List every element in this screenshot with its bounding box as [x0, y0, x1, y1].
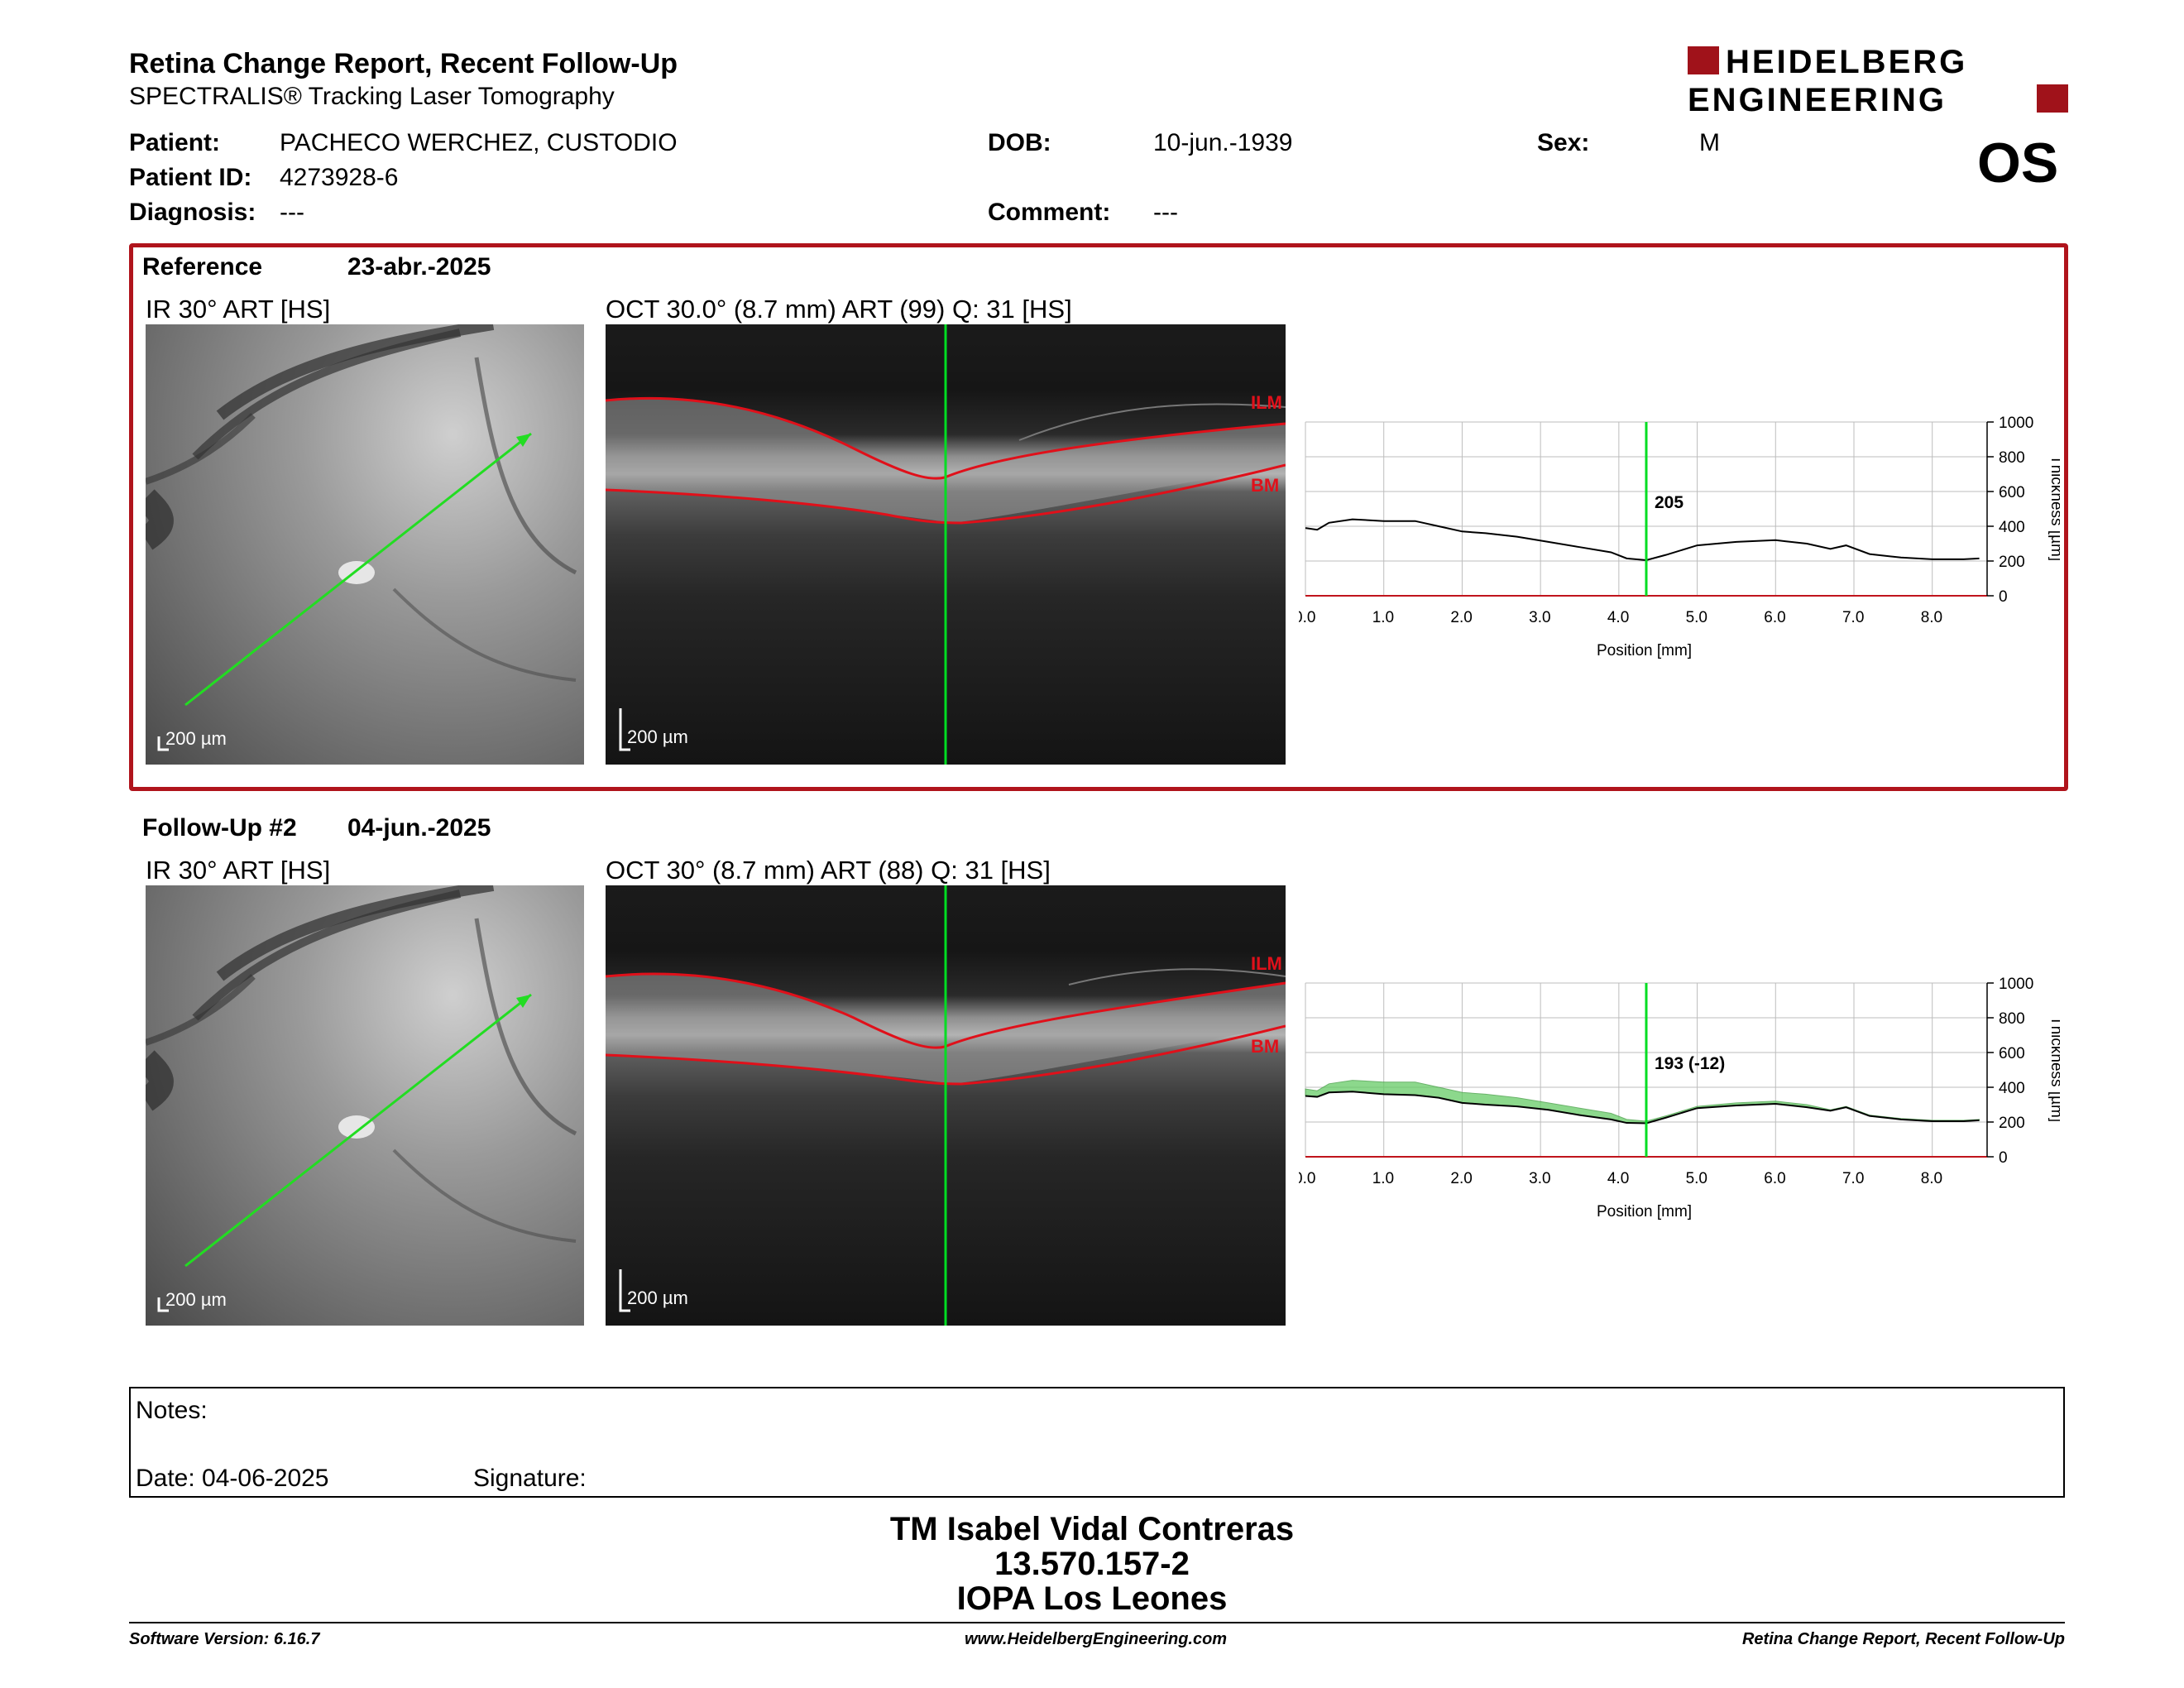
- reference-ir-label: IR 30° ART [HS]: [146, 295, 331, 324]
- x-tick-label: 8.0: [1921, 1170, 1942, 1187]
- y-tick-label: 0: [1999, 1149, 2008, 1167]
- followup-thickness-chart: 0 200 400 600 800 1000 0.0 1.0 2.0 3.0 4.0 5.0 6.0 7.…: [1294, 966, 2065, 1240]
- notes-date: Date: 04-06-2025: [136, 1465, 329, 1492]
- patient-name: PACHECO WERCHEZ, CUSTODIO: [280, 129, 678, 156]
- followup-oct-scale: 200 µm: [627, 1288, 688, 1308]
- sex-label: Sex:: [1537, 129, 1590, 156]
- notes-box: Notes: Date: 04-06-2025 Signature:: [129, 1387, 2065, 1498]
- x-tick-label: 2.0: [1450, 1170, 1472, 1187]
- x-tick-label: 5.0: [1686, 1170, 1707, 1187]
- x-tick-label: 8.0: [1921, 609, 1942, 626]
- signature-institution: IOPA Los Leones: [956, 1580, 1228, 1617]
- reference-date: 23-abr.-2025: [347, 253, 491, 281]
- patient-id: 4273928-6: [280, 164, 399, 191]
- heidelberg-logo: HEIDELBERG ENGINEERING: [1688, 45, 2068, 116]
- reference-oct-scale: 200 µm: [627, 727, 688, 747]
- thickness-line: [1305, 1091, 1980, 1125]
- diagnosis-label: Diagnosis:: [129, 199, 256, 226]
- followup-ir-scale: 200 µm: [165, 1289, 227, 1310]
- x-tick-label: 1.0: [1372, 1170, 1394, 1187]
- y-tick-label: 1000: [1999, 976, 2033, 993]
- y-tick-label: 600: [1999, 484, 2025, 501]
- comment-value: ---: [1153, 199, 1178, 226]
- followup-ir-fundus-image: 200 µm: [146, 885, 584, 1326]
- followup-ir-label: IR 30° ART [HS]: [146, 856, 331, 885]
- dob-label: DOB:: [988, 129, 1051, 156]
- marker-value-label: 205: [1655, 493, 1684, 512]
- followup-oct-label: OCT 30° (8.7 mm) ART (88) Q: 31 [HS]: [606, 856, 1051, 885]
- dob-value: 10-jun.-1939: [1153, 129, 1293, 156]
- x-tick-label: 3.0: [1529, 609, 1550, 626]
- x-tick-label: 6.0: [1764, 1170, 1785, 1187]
- reference-ilm-label: ILM: [1251, 392, 1282, 413]
- followup-title: Follow-Up #2: [142, 814, 297, 842]
- eye-indicator: OS: [1977, 132, 2059, 194]
- x-tick-label: 7.0: [1842, 1170, 1864, 1187]
- reference-ir-fundus-image: 200 µm: [146, 324, 584, 765]
- footer-report-name: Retina Change Report, Recent Follow-Up: [1741, 1630, 2065, 1648]
- y-axis-label: Thickness [µm]: [2048, 455, 2060, 561]
- x-axis-label: Position [mm]: [1597, 642, 1692, 659]
- reference-ir-scale: 200 µm: [165, 728, 227, 749]
- signature-name: TM Isabel Vidal Contreras: [889, 1511, 1295, 1547]
- followup-oct-bscan-image: ILM BM 200 µm: [606, 885, 1286, 1326]
- x-tick-label: 7.0: [1842, 609, 1864, 626]
- x-tick-label: 4.0: [1607, 1170, 1629, 1187]
- y-tick-label: 400: [1999, 1080, 2025, 1097]
- x-axis-label: Position [mm]: [1597, 1203, 1692, 1220]
- reference-frame: [129, 243, 2068, 791]
- diagnosis-value: ---: [280, 199, 304, 226]
- y-tick-label: 0: [1999, 588, 2008, 606]
- signature-id: 13.570.157-2: [994, 1546, 1190, 1582]
- chart-svg: 0 200 400 600 800 1000 0.0 1.0 2.0 3.0 4.0 5.0 6.0 7.…: [1294, 415, 2065, 659]
- report-subtitle: SPECTRALIS® Tracking Laser Tomography: [129, 83, 615, 110]
- followup-date: 04-jun.-2025: [347, 814, 491, 842]
- y-tick-label: 800: [1999, 449, 2025, 467]
- reference-thickness-chart: 0 200 400 600 800 1000 0.0 1.0 2.0 3.0 4.0 5.0 6.0 7.…: [1294, 405, 2065, 679]
- x-tick-label: 0.0: [1299, 1170, 1315, 1187]
- footer-website-link[interactable]: www.HeidelbergEngineering.com: [965, 1630, 1228, 1648]
- y-tick-label: 400: [1999, 519, 2025, 536]
- chart-svg: 0 200 400 600 800 1000 0.0 1.0 2.0 3.0 4.0 5.0 6.0 7.…: [1294, 976, 2065, 1220]
- patient-label: Patient:: [129, 129, 221, 156]
- x-tick-label: 0.0: [1299, 609, 1315, 626]
- followup-bm-label: BM: [1251, 1036, 1280, 1057]
- signature-label: Signature:: [473, 1465, 587, 1492]
- reference-bm-label: BM: [1251, 475, 1280, 496]
- x-tick-label: 1.0: [1372, 609, 1394, 626]
- x-tick-label: 5.0: [1686, 609, 1707, 626]
- footer-software-version: Software Version: 6.16.7: [129, 1630, 320, 1648]
- notes-label: Notes:: [136, 1397, 208, 1424]
- y-tick-label: 800: [1999, 1010, 2025, 1028]
- x-tick-label: 3.0: [1529, 1170, 1550, 1187]
- comment-label: Comment:: [988, 199, 1111, 226]
- reference-oct-bscan-image: ILM BM 200 µm: [606, 324, 1286, 765]
- y-tick-label: 200: [1999, 1115, 2025, 1132]
- followup-ilm-label: ILM: [1251, 953, 1282, 974]
- reference-oct-label: OCT 30.0° (8.7 mm) ART (99) Q: 31 [HS]: [606, 295, 1072, 324]
- report-title: Retina Change Report, Recent Follow-Up: [129, 48, 678, 79]
- reference-title: Reference: [142, 253, 263, 281]
- sex-value: M: [1699, 129, 1720, 156]
- logo-line2: ENGINEERING: [1688, 82, 1947, 116]
- x-tick-label: 4.0: [1607, 609, 1629, 626]
- y-tick-label: 200: [1999, 554, 2025, 571]
- y-axis-label: Thickness [µm]: [2048, 1016, 2060, 1122]
- marker-value-label: 193 (-12): [1655, 1054, 1725, 1073]
- thickness-line: [1305, 518, 1980, 561]
- x-tick-label: 6.0: [1764, 609, 1785, 626]
- footer-rule: [129, 1622, 2065, 1623]
- logo-line1: HEIDELBERG: [1726, 45, 1967, 80]
- patient-id-label: Patient ID:: [129, 164, 252, 191]
- y-tick-label: 1000: [1999, 415, 2033, 432]
- x-tick-label: 2.0: [1450, 609, 1472, 626]
- y-tick-label: 600: [1999, 1045, 2025, 1062]
